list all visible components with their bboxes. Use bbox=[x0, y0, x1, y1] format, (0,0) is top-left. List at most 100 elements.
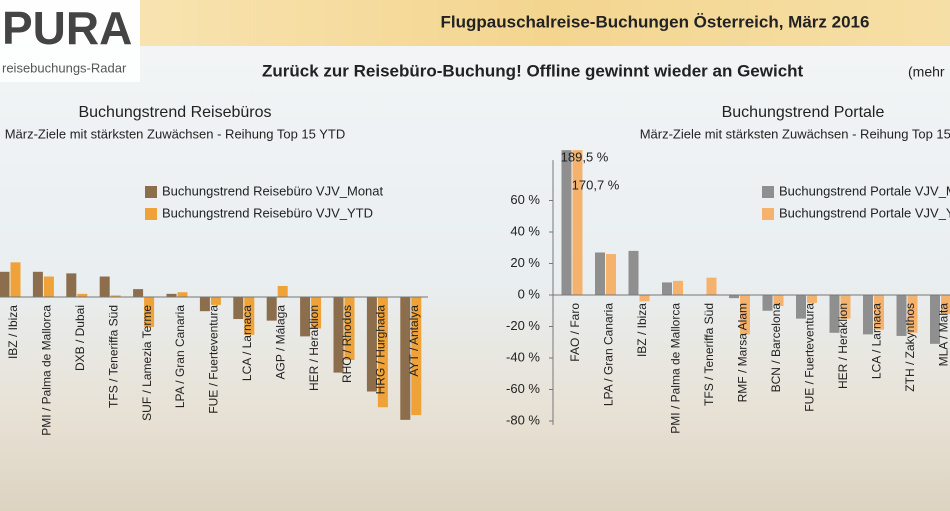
logo-sub: reisebuchungs-Radar bbox=[2, 60, 127, 75]
bar bbox=[706, 277, 717, 295]
x-tick-label: ZTH / Zakynthos bbox=[903, 303, 917, 392]
x-tick-label: TFS / Teneriffa Süd bbox=[702, 303, 716, 406]
bar bbox=[411, 297, 422, 416]
header-band bbox=[140, 0, 950, 46]
x-tick-label: FUE / Fuerteventura bbox=[207, 305, 221, 414]
header-subtitle: Zurück zur Reisebüro-Buchung! Offline ge… bbox=[262, 61, 804, 80]
x-tick-label: LPA / Gran Canaria bbox=[602, 303, 616, 406]
bar bbox=[177, 292, 188, 297]
bar bbox=[277, 285, 288, 297]
x-tick-label: MLA / Malta bbox=[937, 303, 950, 367]
plot bbox=[561, 150, 950, 344]
chart-subtitle: März-Ziele mit stärksten Zuwächsen - Rei… bbox=[640, 126, 950, 141]
legend-swatch bbox=[762, 208, 774, 220]
y-tick-label: -80 % bbox=[506, 412, 540, 427]
bar bbox=[874, 295, 884, 330]
bar bbox=[840, 295, 851, 319]
legend-swatch bbox=[145, 208, 157, 220]
bar bbox=[210, 297, 221, 305]
logo: PURA bbox=[2, 2, 132, 54]
x-tick-label: IBZ / Ibiza bbox=[6, 305, 20, 359]
bar bbox=[311, 297, 322, 329]
bar bbox=[43, 276, 54, 297]
x-tick-label: AYT / Antalya bbox=[407, 305, 421, 377]
bar bbox=[762, 295, 773, 311]
bar bbox=[110, 295, 121, 297]
value-label: 170,7 % bbox=[572, 178, 620, 193]
bar bbox=[77, 293, 88, 297]
x-tick-label: LCA / Larnaca bbox=[240, 305, 254, 381]
x-tick-label: BCN / Barcelona bbox=[769, 303, 783, 393]
bar bbox=[896, 295, 907, 336]
bar bbox=[729, 295, 739, 299]
bar bbox=[32, 271, 43, 297]
bar bbox=[244, 297, 255, 335]
bar bbox=[10, 262, 21, 297]
bar bbox=[166, 293, 177, 297]
y-tick-label: 60 % bbox=[510, 192, 540, 207]
y-tick-label: -40 % bbox=[506, 349, 540, 364]
x-tick-label: LCA / Larnaca bbox=[870, 303, 884, 379]
bar bbox=[344, 297, 355, 360]
bar bbox=[572, 150, 583, 296]
bar bbox=[561, 150, 572, 295]
bar bbox=[796, 295, 806, 319]
y-tick-label: 0 % bbox=[518, 286, 541, 301]
legend-label: Buchungstrend Reisebüro VJV_YTD bbox=[162, 205, 373, 220]
x-tick-label: PMI / Palma de Mallorca bbox=[669, 303, 683, 434]
bar bbox=[199, 297, 210, 312]
legend-label: Buchungstrend Portale VJV_Monat bbox=[779, 183, 950, 198]
x-tick-label: LPA / Gran Canaria bbox=[173, 305, 187, 408]
x-tick-label: FUE / Fuerteventura bbox=[803, 303, 817, 412]
x-tick-label: HER / Heraklion bbox=[836, 303, 850, 389]
x-tick-label: AGP / Málaga bbox=[273, 305, 287, 380]
y-tick-label: -60 % bbox=[506, 381, 540, 396]
bar bbox=[773, 295, 784, 307]
legend-label: Buchungstrend Reisebüro VJV_Monat bbox=[162, 183, 384, 198]
bar bbox=[628, 250, 639, 295]
bar bbox=[66, 273, 77, 297]
x-tick-label: DXB / Dubai bbox=[73, 305, 87, 371]
bar bbox=[0, 271, 10, 297]
bar bbox=[740, 295, 750, 335]
bar bbox=[662, 282, 672, 295]
x-tick-label: FAO / Faro bbox=[568, 303, 582, 362]
legend-swatch bbox=[145, 186, 157, 198]
bar bbox=[377, 297, 388, 408]
logo-box bbox=[0, 0, 140, 82]
bar bbox=[99, 276, 110, 297]
bar bbox=[673, 280, 683, 295]
x-tick-label: HRG / Hurghada bbox=[374, 305, 388, 395]
chart-subtitle: März-Ziele mit stärksten Zuwächsen - Rei… bbox=[5, 126, 346, 141]
value-label: 189,5 % bbox=[561, 150, 609, 165]
x-tick-label: TFS / Teneriffa Süd bbox=[106, 305, 120, 408]
bar bbox=[300, 297, 311, 337]
plot bbox=[0, 262, 422, 420]
bar bbox=[907, 295, 918, 333]
x-tick-label: IBZ / Ibiza bbox=[635, 303, 649, 357]
bar bbox=[606, 254, 616, 295]
chart-title: Buchungstrend Portale bbox=[722, 104, 885, 121]
y-tick-label: -20 % bbox=[506, 318, 540, 333]
x-tick-label: RMF / Marsa Alam bbox=[736, 303, 750, 402]
bar bbox=[863, 295, 873, 335]
x-tick-label: HER / Heraklion bbox=[307, 305, 321, 391]
header-title: Flugpauschalreise-Buchungen Österreich, … bbox=[441, 12, 870, 31]
bar bbox=[807, 295, 817, 303]
x-tick-label: PMI / Palma de Mallorca bbox=[40, 305, 54, 436]
legend-swatch bbox=[762, 186, 774, 198]
header-note: (mehr bbox=[908, 64, 945, 80]
bar bbox=[930, 295, 940, 344]
bar bbox=[266, 297, 277, 321]
bar bbox=[133, 289, 144, 297]
bar bbox=[400, 297, 411, 420]
bar bbox=[144, 297, 155, 327]
bar bbox=[829, 295, 840, 333]
x-tick-label: RHO / Rhodos bbox=[340, 305, 354, 383]
legend-label: Buchungstrend Portale VJV_YTD bbox=[779, 205, 950, 220]
bar bbox=[233, 297, 244, 320]
bar bbox=[595, 252, 605, 295]
bar bbox=[333, 297, 344, 373]
